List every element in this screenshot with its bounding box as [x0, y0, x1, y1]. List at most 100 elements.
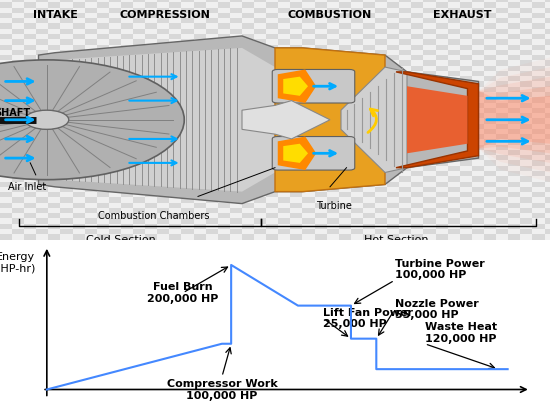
Bar — [194, 60, 206, 66]
Bar — [436, 55, 448, 60]
Bar — [544, 97, 550, 102]
Bar — [218, 119, 230, 123]
Bar — [508, 39, 520, 45]
Bar — [532, 176, 544, 182]
Bar — [327, 102, 339, 108]
Bar — [242, 123, 254, 129]
Bar — [339, 50, 351, 55]
Bar — [339, 208, 351, 213]
Bar — [544, 24, 550, 29]
Bar — [242, 2, 254, 8]
Bar — [97, 2, 109, 8]
Bar — [194, 97, 206, 102]
Bar — [448, 24, 460, 29]
Bar — [133, 71, 145, 76]
Bar — [60, 45, 73, 50]
Bar — [290, 218, 303, 224]
Bar — [145, 213, 157, 218]
Bar — [508, 108, 520, 113]
Bar — [109, 102, 121, 108]
Bar — [85, 218, 97, 224]
Bar — [121, 192, 133, 197]
Bar — [448, 97, 460, 102]
Bar — [85, 55, 97, 60]
Bar — [145, 50, 157, 55]
Bar — [206, 24, 218, 29]
Bar — [194, 197, 206, 203]
Bar — [109, 171, 121, 176]
Bar — [194, 208, 206, 213]
Bar — [496, 34, 508, 39]
Bar — [424, 234, 436, 240]
Bar — [85, 213, 97, 218]
Bar — [48, 150, 60, 155]
Bar — [206, 0, 218, 2]
Bar — [169, 97, 182, 102]
Bar — [315, 39, 327, 45]
FancyBboxPatch shape — [272, 69, 355, 103]
Bar — [73, 161, 85, 166]
Bar — [532, 192, 544, 197]
Bar — [375, 229, 387, 234]
Bar — [339, 192, 351, 197]
Bar — [302, 2, 315, 8]
Bar — [254, 92, 266, 97]
Bar — [315, 29, 327, 34]
Bar — [157, 213, 169, 218]
Bar — [387, 18, 399, 24]
Bar — [36, 140, 48, 145]
Bar — [508, 166, 520, 171]
Bar — [218, 129, 230, 134]
Bar — [109, 145, 121, 150]
Bar — [121, 140, 133, 145]
Bar — [60, 208, 73, 213]
Bar — [24, 55, 36, 60]
Bar — [375, 208, 387, 213]
Bar — [448, 8, 460, 13]
Bar — [302, 150, 315, 155]
Bar — [194, 29, 206, 34]
Bar — [315, 97, 327, 102]
Bar — [302, 50, 315, 55]
Bar — [278, 187, 290, 192]
Bar — [399, 197, 411, 203]
Bar — [230, 213, 242, 218]
Bar — [532, 166, 544, 171]
Bar — [242, 87, 254, 92]
Bar — [399, 166, 411, 171]
Bar — [133, 50, 145, 55]
Bar — [157, 55, 169, 60]
Bar — [278, 140, 290, 145]
Bar — [182, 182, 194, 187]
Bar — [24, 92, 36, 97]
Bar — [182, 45, 194, 50]
Bar — [484, 123, 496, 129]
Bar — [532, 134, 544, 140]
Bar — [375, 34, 387, 39]
Bar — [121, 60, 133, 66]
Bar — [242, 203, 254, 208]
Bar — [157, 176, 169, 182]
Bar — [60, 140, 73, 145]
Bar — [60, 2, 73, 8]
Bar — [290, 76, 303, 81]
Bar — [230, 18, 242, 24]
Bar — [254, 176, 266, 182]
Bar — [206, 34, 218, 39]
Bar — [327, 234, 339, 240]
Bar — [254, 123, 266, 129]
Bar — [194, 66, 206, 71]
Bar — [254, 119, 266, 123]
Bar — [266, 129, 278, 134]
Bar — [85, 92, 97, 97]
Bar — [448, 176, 460, 182]
Bar — [399, 224, 411, 229]
Bar — [339, 13, 351, 18]
Bar — [12, 66, 24, 71]
Bar — [496, 161, 508, 166]
Bar — [363, 71, 375, 76]
Bar — [302, 113, 315, 119]
Bar — [145, 87, 157, 92]
Bar — [351, 0, 363, 2]
Bar — [484, 150, 496, 155]
